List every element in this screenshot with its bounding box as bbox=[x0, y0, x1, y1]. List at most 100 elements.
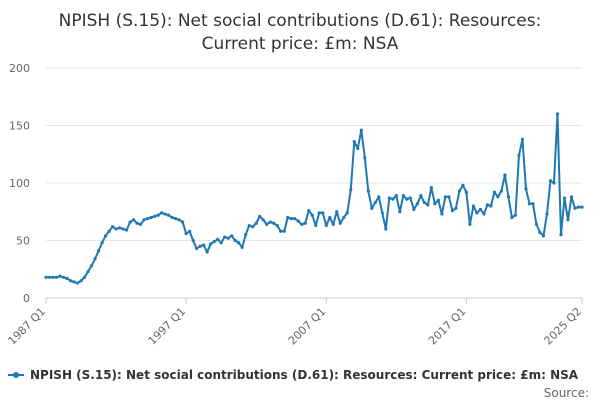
data-point[interactable] bbox=[342, 215, 346, 220]
data-point[interactable] bbox=[195, 246, 199, 251]
data-point[interactable] bbox=[559, 233, 563, 237]
data-point[interactable] bbox=[44, 275, 48, 279]
data-point[interactable] bbox=[552, 181, 556, 185]
data-point[interactable] bbox=[181, 220, 185, 224]
data-point[interactable] bbox=[261, 218, 265, 222]
data-point[interactable] bbox=[457, 189, 461, 193]
data-point[interactable] bbox=[240, 245, 244, 249]
data-point[interactable] bbox=[461, 183, 465, 187]
data-point[interactable] bbox=[282, 229, 286, 233]
data-point[interactable] bbox=[138, 222, 143, 226]
data-point[interactable] bbox=[110, 225, 115, 229]
data-point[interactable] bbox=[545, 212, 549, 216]
data-point[interactable] bbox=[174, 217, 178, 221]
data-point[interactable] bbox=[436, 198, 440, 202]
data-point[interactable] bbox=[310, 213, 314, 217]
data-point[interactable] bbox=[394, 194, 398, 198]
data-point[interactable] bbox=[454, 206, 458, 210]
data-point[interactable] bbox=[443, 195, 447, 199]
data-point[interactable] bbox=[447, 195, 451, 199]
data-point[interactable] bbox=[289, 217, 293, 221]
data-point[interactable] bbox=[156, 213, 160, 217]
data-point[interactable] bbox=[506, 195, 511, 199]
data-point[interactable] bbox=[93, 257, 97, 261]
data-point[interactable] bbox=[370, 206, 374, 210]
data-point[interactable] bbox=[324, 223, 328, 228]
data-point[interactable] bbox=[373, 200, 377, 205]
data-point[interactable] bbox=[163, 212, 167, 216]
data-point[interactable] bbox=[265, 222, 269, 226]
data-point[interactable] bbox=[198, 244, 202, 248]
data-point[interactable] bbox=[482, 212, 486, 216]
data-point[interactable] bbox=[426, 203, 430, 207]
data-point[interactable] bbox=[86, 269, 90, 274]
data-point[interactable] bbox=[335, 210, 339, 214]
data-point[interactable] bbox=[279, 229, 283, 233]
data-point[interactable] bbox=[520, 137, 525, 141]
data-point[interactable] bbox=[205, 250, 209, 254]
data-point[interactable] bbox=[338, 221, 342, 225]
data-point[interactable] bbox=[548, 179, 553, 183]
data-point[interactable] bbox=[47, 275, 52, 279]
data-point[interactable] bbox=[468, 222, 472, 226]
data-point[interactable] bbox=[387, 196, 391, 200]
data-point[interactable] bbox=[510, 215, 514, 220]
data-point[interactable] bbox=[534, 222, 539, 226]
data-point[interactable] bbox=[233, 238, 237, 243]
data-point[interactable] bbox=[184, 232, 188, 236]
data-point[interactable] bbox=[349, 188, 353, 192]
data-point[interactable] bbox=[293, 217, 297, 221]
data-point[interactable] bbox=[58, 274, 62, 278]
data-point[interactable] bbox=[114, 227, 118, 231]
data-point[interactable] bbox=[429, 186, 433, 190]
data-point[interactable] bbox=[124, 228, 129, 232]
data-point[interactable] bbox=[79, 279, 83, 283]
data-point[interactable] bbox=[216, 237, 220, 241]
data-point[interactable] bbox=[464, 190, 468, 194]
data-point[interactable] bbox=[412, 207, 416, 212]
data-point[interactable] bbox=[328, 215, 332, 220]
data-point[interactable] bbox=[405, 197, 409, 201]
data-point[interactable] bbox=[384, 227, 388, 231]
data-point[interactable] bbox=[415, 202, 419, 206]
data-point[interactable] bbox=[580, 205, 584, 209]
data-point[interactable] bbox=[450, 209, 454, 213]
data-point[interactable] bbox=[103, 234, 108, 238]
data-point[interactable] bbox=[485, 203, 490, 207]
data-point[interactable] bbox=[496, 195, 500, 199]
data-point[interactable] bbox=[131, 218, 136, 222]
data-point[interactable] bbox=[566, 218, 570, 222]
data-point[interactable] bbox=[524, 187, 528, 191]
data-point[interactable] bbox=[128, 220, 132, 224]
data-point[interactable] bbox=[321, 211, 325, 215]
data-point[interactable] bbox=[51, 275, 55, 279]
data-point[interactable] bbox=[531, 202, 535, 206]
data-point[interactable] bbox=[352, 140, 356, 144]
data-point[interactable] bbox=[100, 241, 104, 245]
data-point[interactable] bbox=[268, 220, 272, 224]
data-point[interactable] bbox=[89, 264, 94, 268]
data-point[interactable] bbox=[433, 202, 437, 206]
data-point[interactable] bbox=[177, 218, 181, 222]
data-point[interactable] bbox=[191, 238, 195, 243]
data-point[interactable] bbox=[135, 221, 139, 225]
data-point[interactable] bbox=[398, 210, 402, 214]
data-point[interactable] bbox=[209, 242, 213, 246]
data-point[interactable] bbox=[237, 241, 241, 245]
data-point[interactable] bbox=[408, 196, 412, 200]
data-point[interactable] bbox=[359, 128, 363, 132]
data-point[interactable] bbox=[121, 227, 125, 231]
data-point[interactable] bbox=[377, 195, 381, 199]
data-point[interactable] bbox=[317, 211, 321, 215]
data-point[interactable] bbox=[82, 275, 87, 279]
data-point[interactable] bbox=[503, 173, 507, 177]
data-point[interactable] bbox=[401, 194, 405, 198]
data-point[interactable] bbox=[296, 219, 300, 223]
data-point[interactable] bbox=[440, 212, 444, 216]
data-point[interactable] bbox=[513, 213, 518, 217]
data-point[interactable] bbox=[345, 211, 349, 215]
data-point[interactable] bbox=[419, 194, 423, 198]
data-point[interactable] bbox=[303, 221, 307, 225]
data-point[interactable] bbox=[226, 236, 230, 240]
data-point[interactable] bbox=[244, 233, 248, 237]
